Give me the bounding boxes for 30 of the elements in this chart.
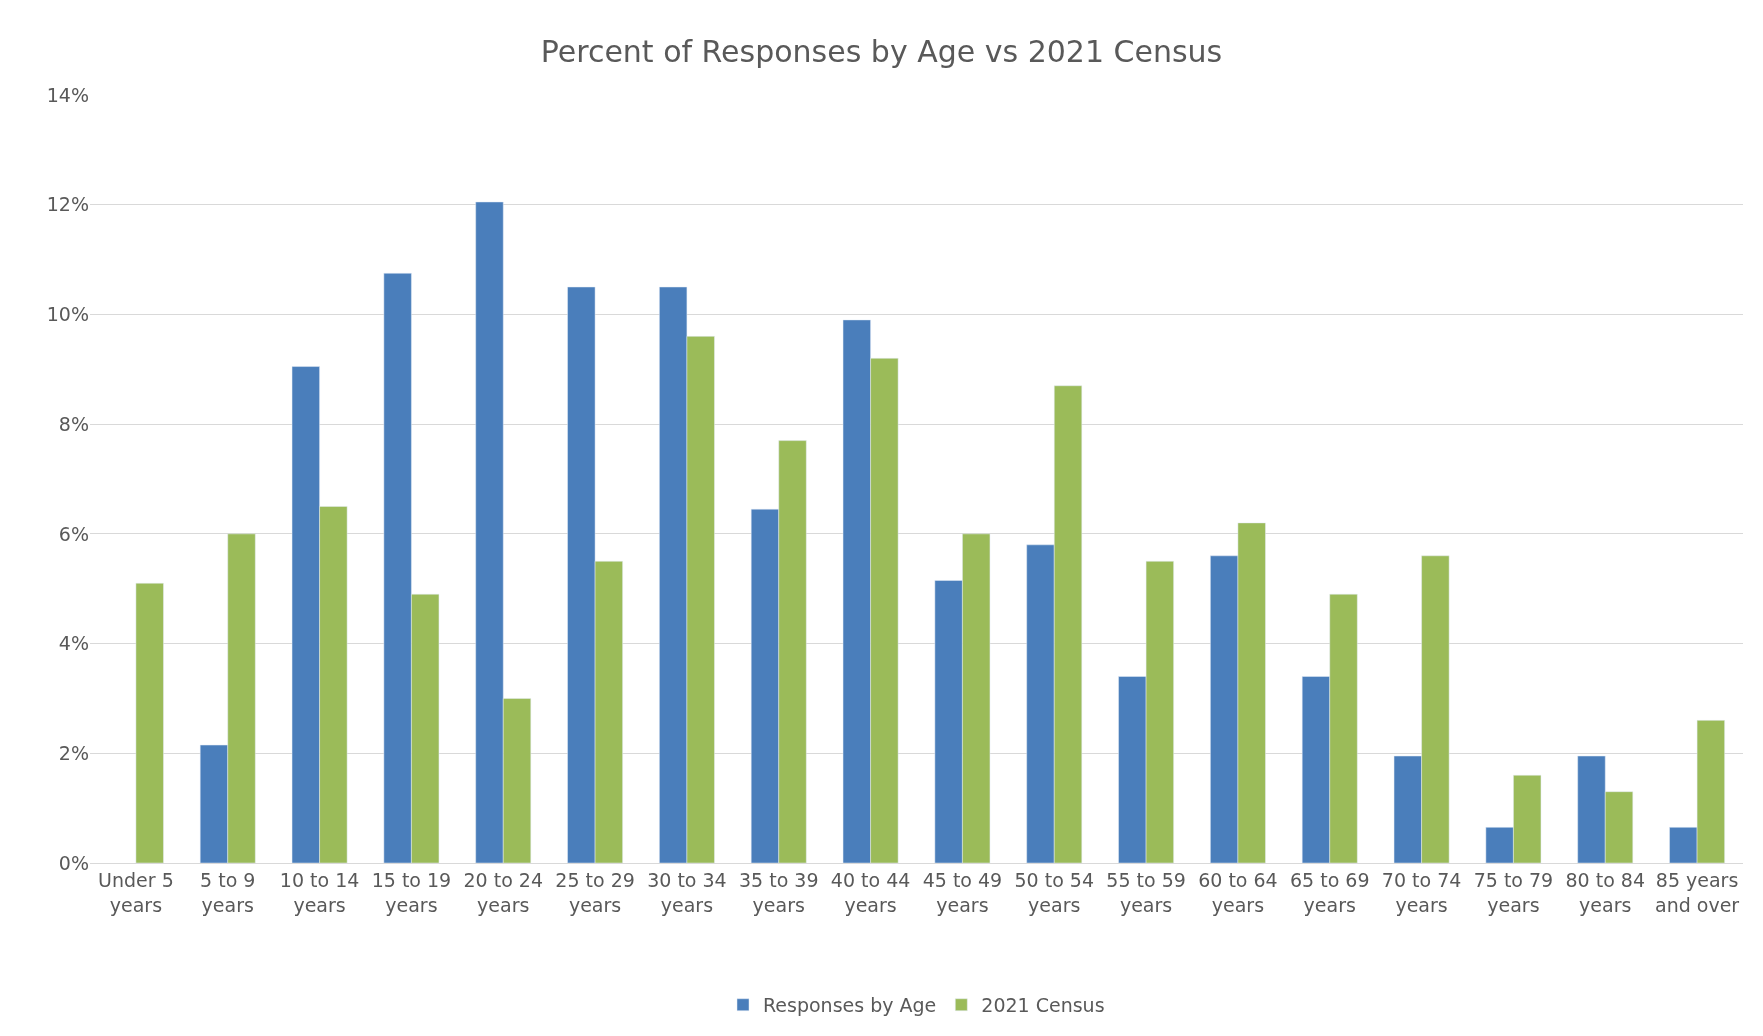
x-tick-label: 55 to 59 years: [1106, 868, 1186, 916]
legend-label: 2021 Census: [981, 994, 1105, 1017]
x-tick-label: 50 to 54 years: [1014, 868, 1095, 916]
x-tick-label: 70 to 74 years: [1381, 868, 1462, 916]
x-tick-label: 40 to 44 years: [830, 868, 911, 916]
y-tick-label: 8%: [58, 412, 89, 435]
x-tick-label: 5 to 9 years: [200, 868, 256, 916]
y-tick-label: 0%: [58, 851, 89, 874]
y-tick-label: 14%: [46, 83, 89, 106]
x-tick-label: 10 to 14 years: [279, 868, 360, 916]
bar: [135, 582, 164, 863]
x-tick-label: 65 to 69 years: [1289, 868, 1370, 916]
y-tick-label: 4%: [58, 632, 89, 655]
x-tick-label: 45 to 49 years: [922, 868, 1003, 916]
x-tick-label: 25 to 29 years: [555, 868, 635, 916]
x-tick-label: 75 to 79 years: [1473, 868, 1554, 916]
y-tick-label: 10%: [46, 303, 89, 326]
x-tick-label: 60 to 64 years: [1198, 868, 1278, 916]
x-tick-label: 85 years and over: [1655, 868, 1740, 916]
x-tick-label: 20 to 24 years: [463, 868, 544, 916]
x-tick-label: 15 to 19 years: [371, 868, 452, 916]
y-tick-label: 12%: [46, 193, 89, 216]
x-tick-label: 30 to 34 years: [647, 868, 727, 916]
chart-title: Percent of Responses by Age vs 2021 Census: [540, 34, 1223, 70]
x-tick-label: 35 to 39 years: [738, 868, 819, 916]
y-tick-label: 6%: [58, 522, 89, 545]
legend-label: Responses by Age: [763, 994, 937, 1017]
x-tick-label: 80 to 84 years: [1565, 868, 1646, 916]
x-tick-label: Under 5 years: [98, 868, 174, 916]
y-tick-label: 2%: [58, 741, 89, 764]
